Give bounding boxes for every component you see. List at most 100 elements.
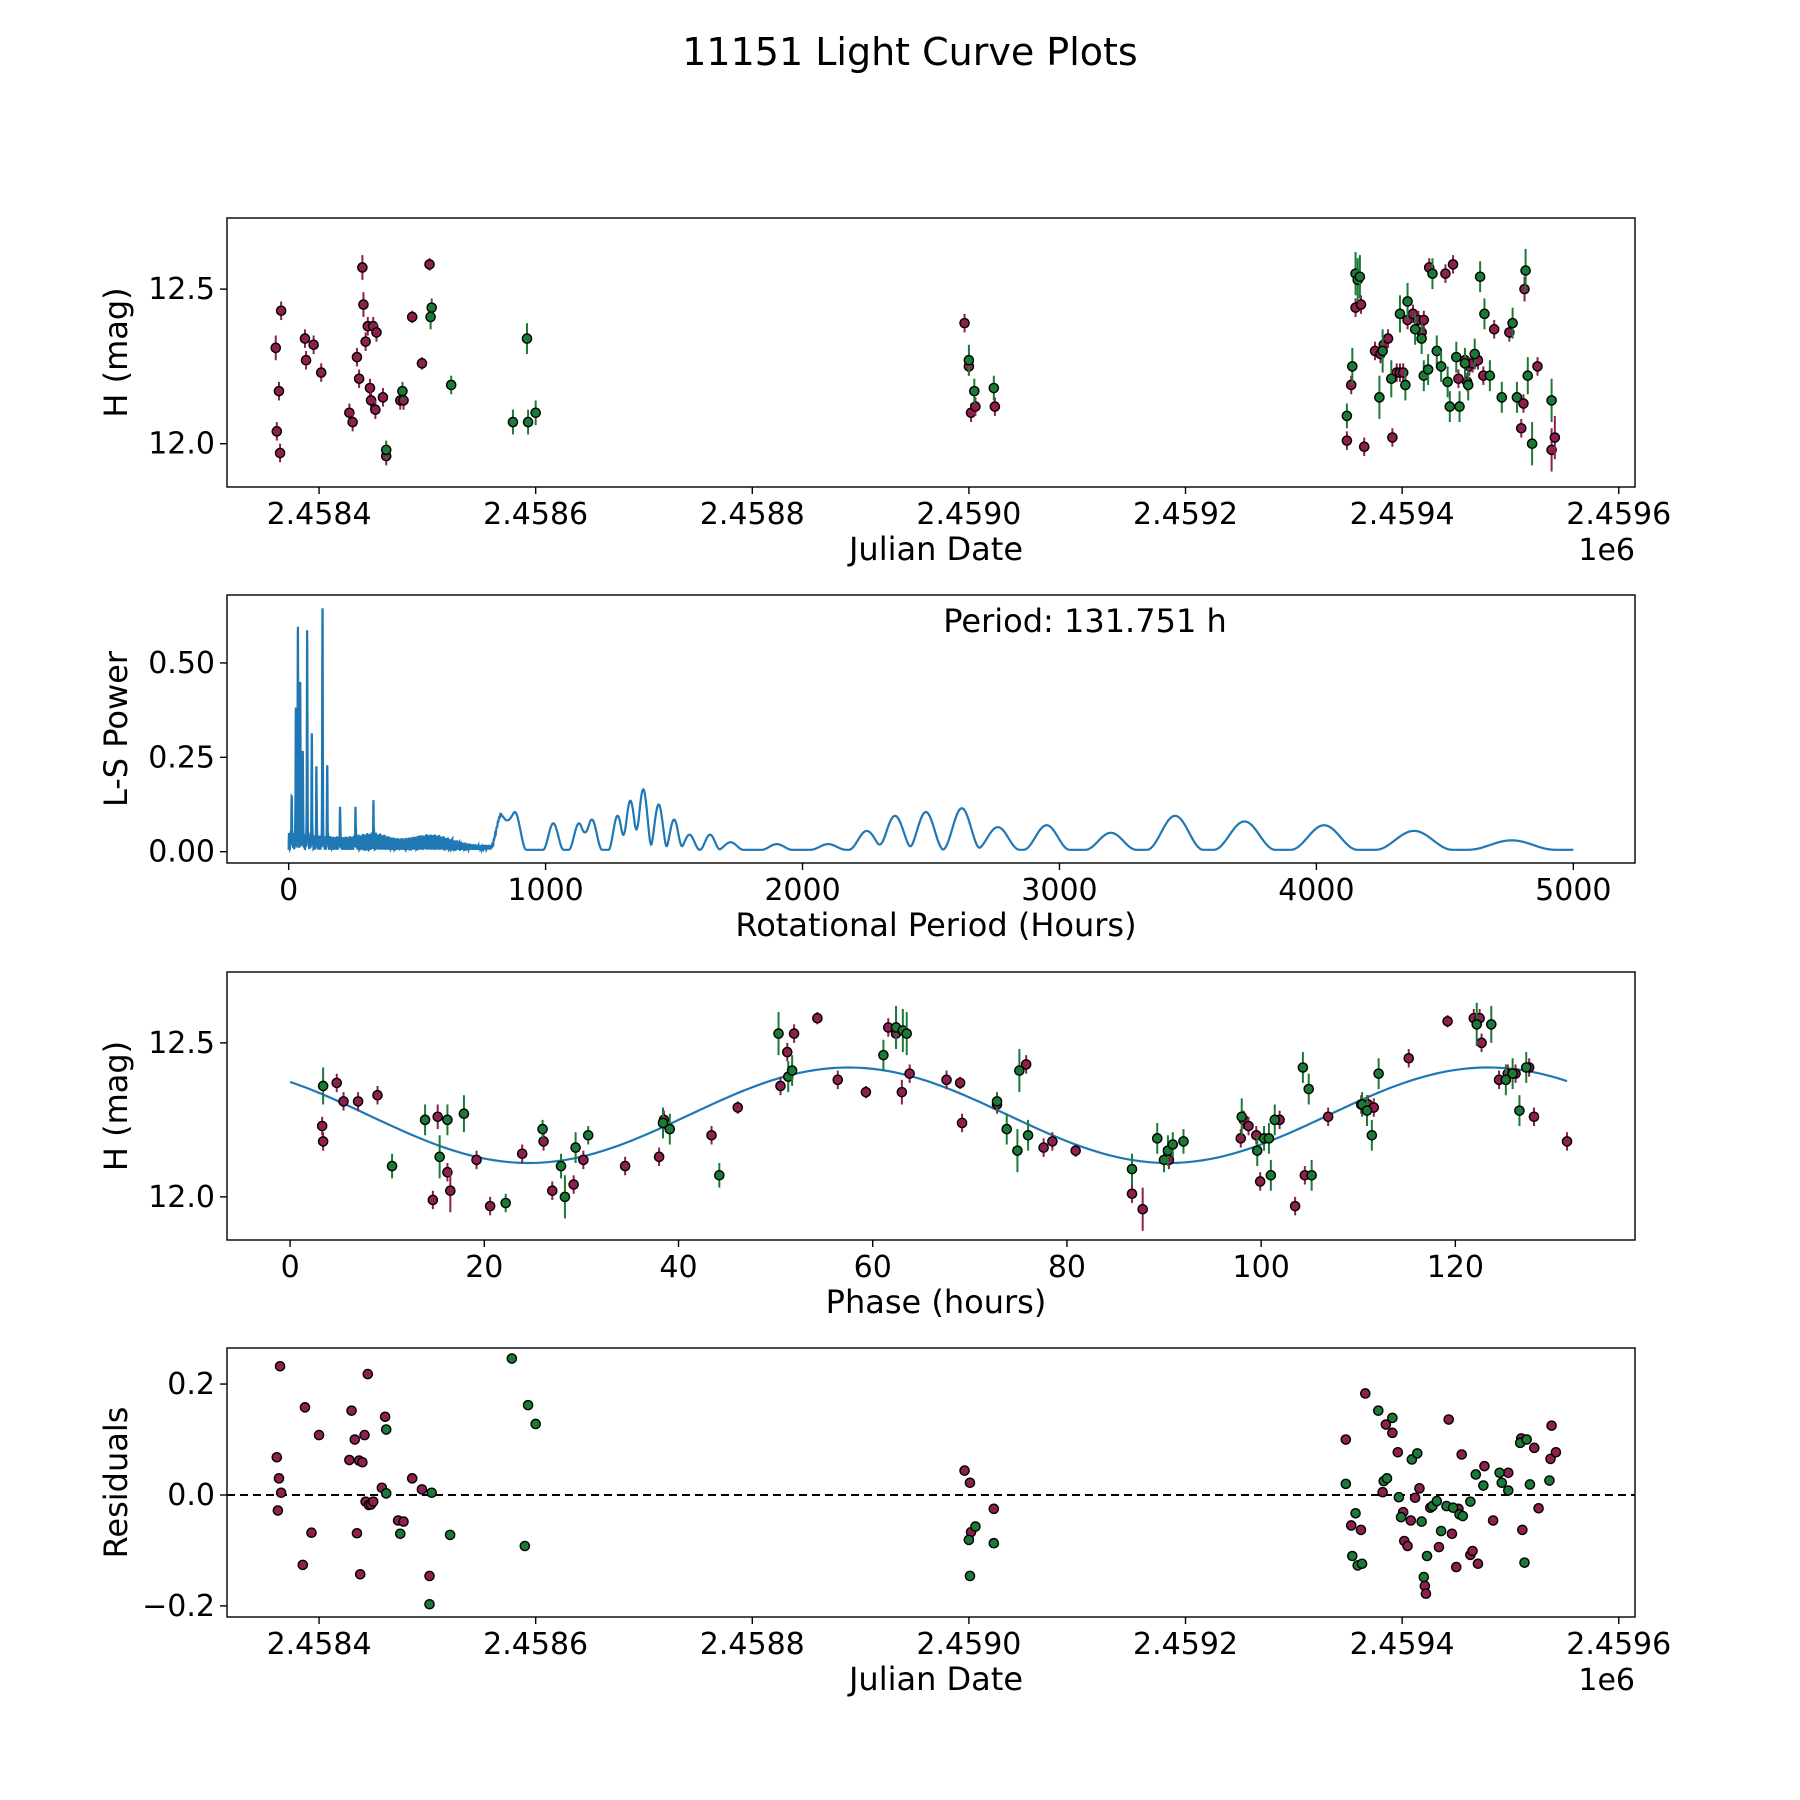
green-data-point [786,1065,798,1076]
red-data-point [1420,1588,1432,1600]
residuals-plot-area [227,1353,1635,1610]
red-data-point [1519,283,1530,295]
red-data-point [1450,1561,1462,1573]
periodogram-line [287,608,1574,855]
green-data-point [1001,1123,1013,1135]
red-data-point [271,426,283,437]
x-tick-label: 0 [281,1250,300,1285]
green-data-point [1386,373,1397,385]
green-data-point [901,1028,913,1039]
green-data-point [1265,1170,1277,1181]
green-data-point [507,416,519,428]
green-data-point [426,302,438,313]
red-data-point [344,1454,355,1466]
red-data-point [1322,1111,1334,1123]
red-data-point [1382,333,1394,344]
red-data-point [989,401,1001,412]
red-data-point [1126,1188,1138,1200]
green-data-point [458,1108,470,1120]
green-data-point [964,1570,976,1582]
green-data-point [1526,438,1538,450]
y-axis-label: L-S Power [97,650,135,807]
green-data-point [1520,1062,1532,1073]
x-offset-text: 1e6 [1578,1663,1635,1698]
red-data-point [272,1505,284,1516]
green-data-point [1354,271,1366,283]
x-tick-label: 2.4584 [267,1627,372,1662]
green-data-point [1297,1062,1309,1073]
green-data-point [1520,265,1531,276]
green-data-point [386,1160,398,1172]
green-data-point [1151,1133,1163,1144]
green-data-point [1462,379,1474,391]
green-data-point [878,1049,889,1061]
residuals-axes-frame [226,1347,1636,1618]
periodogram-axes-frame [226,594,1636,864]
red-data-point [1550,1446,1562,1458]
red-data-point [1487,1515,1499,1526]
periodogram-panel: 0 1000 2000 3000 4000 5000 0.00 0.25 0.50 Rotatio… [97,594,1636,944]
red-data-point [306,1527,317,1538]
lightcurve-panel: 2.4584 2.4586 2.4588 2.4590 2.4592 2.4594 2.45… [97,217,1671,568]
red-data-point [1047,1136,1058,1147]
green-data-point [773,1028,784,1039]
green-data-point [1416,333,1427,344]
y-tick-label: 12.5 [148,272,215,307]
green-data-point [1474,271,1486,283]
red-data-point [379,1411,391,1423]
green-data-point [1435,1525,1447,1537]
green-data-point [1393,1491,1405,1503]
green-data-point [506,1353,518,1364]
green-data-point [963,354,975,366]
green-data-point [1412,1448,1423,1459]
x-tick-label: 2.4586 [483,1627,588,1662]
red-data-point [1528,1442,1540,1454]
green-data-point [1381,1473,1393,1484]
y-tick-label: 12.0 [148,1180,215,1215]
green-data-point [1470,1469,1482,1480]
green-data-point [397,385,408,397]
red-data-point [416,1484,428,1495]
x-axis-label: Rotational Period (Hours) [735,906,1136,944]
red-data-point [398,395,409,406]
red-data-point [424,259,435,270]
red-data-point [398,1516,409,1527]
x-tick-label: 2.4596 [1566,497,1671,532]
red-data-point [1402,1540,1413,1552]
green-data-point [1496,392,1508,403]
red-data-point [357,262,368,273]
y-axis-label: H (mag) [97,287,135,417]
green-data-point [555,1160,567,1172]
green-data-point [444,1529,456,1541]
green-data-point [1507,317,1518,329]
red-data-point [1405,1515,1417,1526]
red-data-point [432,1111,444,1123]
red-data-point [353,373,365,385]
red-data-point [959,1465,970,1476]
green-data-point [1402,296,1413,307]
red-data-point [1397,367,1409,378]
x-tick-label: 100 [1233,1250,1290,1285]
red-data-point [1414,1483,1425,1494]
phase-plot-area [289,1002,1573,1231]
red-data-point [1345,379,1357,391]
green-data-point [1421,1550,1433,1562]
green-data-point [1395,1511,1407,1523]
lightcurve-plot-area [270,248,1561,472]
x-axis-label: Phase (hours) [826,1283,1047,1321]
red-data-point [1418,314,1430,326]
green-data-point [1236,1111,1248,1123]
figure-title: 11151 Light Curve Plots [682,30,1137,74]
red-data-point [416,358,428,369]
green-data-point [380,444,392,456]
green-data-point [1416,1516,1427,1527]
red-data-point [1515,422,1527,434]
x-tick-label: 2.4584 [267,497,372,532]
red-data-point [406,1473,418,1484]
green-data-point [1418,1571,1430,1583]
red-data-point [313,1429,325,1441]
red-data-point [1358,441,1370,453]
green-data-point [424,1598,435,1610]
red-data-point [1345,1520,1357,1531]
y-axis-label: Residuals [97,1407,135,1559]
